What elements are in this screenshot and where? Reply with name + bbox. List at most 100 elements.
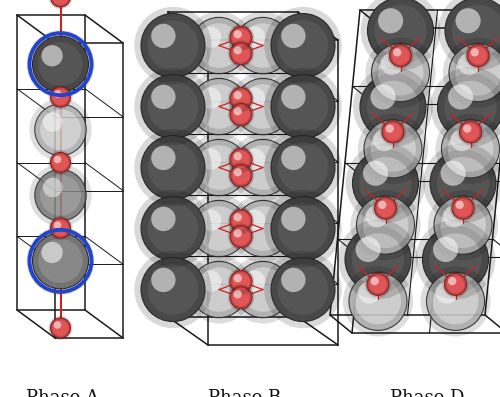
Circle shape xyxy=(271,75,335,139)
Circle shape xyxy=(451,129,473,151)
Circle shape xyxy=(43,178,62,197)
Circle shape xyxy=(230,287,252,308)
Circle shape xyxy=(390,44,411,67)
Circle shape xyxy=(235,261,291,318)
Circle shape xyxy=(230,270,252,293)
Circle shape xyxy=(200,87,222,109)
Circle shape xyxy=(360,74,426,140)
Circle shape xyxy=(234,168,242,176)
Circle shape xyxy=(235,200,291,257)
Circle shape xyxy=(356,237,380,262)
Circle shape xyxy=(151,268,176,292)
Circle shape xyxy=(200,27,222,48)
Circle shape xyxy=(32,36,88,92)
Circle shape xyxy=(445,0,500,64)
Circle shape xyxy=(434,196,492,254)
Circle shape xyxy=(234,46,242,54)
Circle shape xyxy=(244,87,266,109)
Circle shape xyxy=(442,120,500,178)
Circle shape xyxy=(50,87,70,107)
Circle shape xyxy=(230,210,252,231)
Circle shape xyxy=(234,91,242,99)
Circle shape xyxy=(230,88,252,110)
Circle shape xyxy=(230,27,252,48)
Circle shape xyxy=(42,242,62,263)
Circle shape xyxy=(141,258,205,322)
Circle shape xyxy=(352,150,418,216)
Circle shape xyxy=(230,104,252,125)
Circle shape xyxy=(281,146,305,170)
Circle shape xyxy=(43,112,62,132)
Text: Phase D: Phase D xyxy=(390,389,464,397)
Circle shape xyxy=(191,78,247,135)
Circle shape xyxy=(438,74,500,140)
Circle shape xyxy=(374,197,396,219)
Circle shape xyxy=(463,124,471,133)
Circle shape xyxy=(271,13,335,77)
Circle shape xyxy=(467,44,489,67)
Circle shape xyxy=(230,225,252,248)
Circle shape xyxy=(358,281,380,304)
Circle shape xyxy=(54,221,62,229)
Circle shape xyxy=(382,121,404,143)
Circle shape xyxy=(452,197,474,219)
Circle shape xyxy=(271,197,335,260)
Circle shape xyxy=(42,45,62,66)
Circle shape xyxy=(141,13,205,77)
Circle shape xyxy=(448,277,456,285)
Circle shape xyxy=(230,148,252,171)
Circle shape xyxy=(50,218,70,238)
Circle shape xyxy=(470,48,479,56)
Circle shape xyxy=(151,24,176,48)
Circle shape xyxy=(230,42,252,65)
Circle shape xyxy=(141,197,205,260)
Circle shape xyxy=(54,156,62,163)
Circle shape xyxy=(191,200,247,257)
Circle shape xyxy=(34,170,86,221)
Circle shape xyxy=(386,124,394,133)
Circle shape xyxy=(460,121,481,143)
Circle shape xyxy=(234,229,242,237)
Circle shape xyxy=(378,200,386,209)
Circle shape xyxy=(448,85,473,110)
Circle shape xyxy=(230,164,252,187)
Circle shape xyxy=(281,24,305,48)
Circle shape xyxy=(370,277,379,285)
Circle shape xyxy=(444,274,466,295)
Circle shape xyxy=(50,152,70,173)
Circle shape xyxy=(368,0,434,64)
Circle shape xyxy=(271,135,335,200)
Circle shape xyxy=(381,53,403,75)
Circle shape xyxy=(141,75,205,139)
Text: Phase B: Phase B xyxy=(208,389,282,397)
Circle shape xyxy=(244,27,266,48)
Circle shape xyxy=(281,85,305,109)
Circle shape xyxy=(50,318,70,338)
Circle shape xyxy=(356,196,414,254)
Circle shape xyxy=(234,152,242,160)
Circle shape xyxy=(244,148,266,170)
Circle shape xyxy=(244,209,266,231)
Circle shape xyxy=(234,30,242,39)
Circle shape xyxy=(440,161,466,186)
Circle shape xyxy=(378,8,403,33)
Circle shape xyxy=(433,237,458,262)
Circle shape xyxy=(458,53,480,75)
Circle shape xyxy=(191,261,247,318)
Circle shape xyxy=(151,146,176,170)
Circle shape xyxy=(430,150,496,216)
Circle shape xyxy=(200,270,222,292)
Circle shape xyxy=(234,107,242,116)
Circle shape xyxy=(345,226,411,292)
Circle shape xyxy=(367,274,389,295)
Text: Phase A: Phase A xyxy=(26,389,99,397)
Circle shape xyxy=(456,200,464,209)
Circle shape xyxy=(393,48,402,56)
Circle shape xyxy=(422,226,488,292)
Circle shape xyxy=(34,104,86,156)
Circle shape xyxy=(281,268,305,292)
Circle shape xyxy=(234,290,242,299)
Circle shape xyxy=(234,213,242,222)
Circle shape xyxy=(281,207,305,231)
Circle shape xyxy=(141,135,205,200)
